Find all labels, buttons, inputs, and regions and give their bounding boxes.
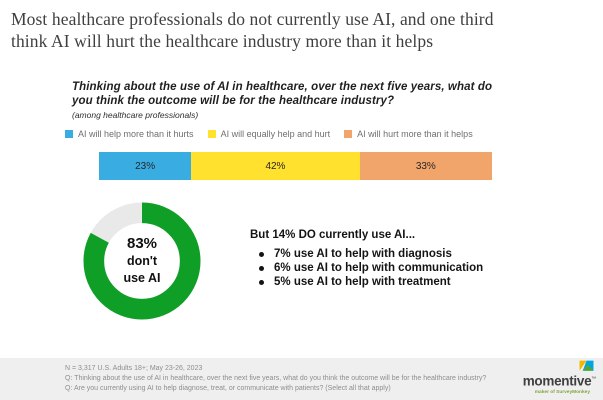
survey-question-line-1: Thinking about the use of AI in healthca… (72, 81, 493, 93)
usage-bullet-2: 5% use AI to help with treatment (250, 275, 550, 289)
usage-bullet-0: 7% use AI to help with diagnosis (250, 247, 550, 261)
momentive-logo-icon (579, 360, 594, 371)
bar-segment-label: 23% (135, 160, 156, 172)
legend-swatch (65, 130, 73, 138)
momentive-wordmark: momentive™ (522, 372, 597, 389)
survey-question-note: (among healthcare professionals) (72, 110, 199, 120)
legend-swatch (207, 130, 216, 138)
legend-item-2: AI will hurt more than it helps (344, 129, 473, 139)
bar-segment-2: 33% (359, 152, 492, 180)
page-title-line-1: Most healthcare professionals do not cur… (11, 9, 494, 29)
survey-question: Thinking about the use of AI in healthca… (72, 80, 552, 120)
footer-question-1: Q: Thinking about the use of AI in healt… (65, 375, 487, 382)
survey-question-line-2: you think the outcome will be for the he… (72, 95, 395, 107)
bar-segment-1: 42% (191, 152, 360, 180)
bar-segment-label: 33% (415, 160, 436, 172)
footer: N = 3,317 U.S. Adults 18+; May 23-26, 20… (0, 358, 603, 400)
donut-svg (83, 202, 201, 320)
legend-label: AI will hurt more than it helps (357, 129, 473, 139)
donut-center-label: 83% don't use AI (83, 202, 201, 320)
page-title-line-2: think AI will hurt the healthcare indust… (11, 31, 434, 51)
legend-swatch (344, 130, 353, 138)
bar-segment-label: 42% (265, 160, 286, 172)
momentive-wordmark-text: momentive (522, 373, 592, 389)
legend-item-1: AI will equally help and hurt (207, 129, 331, 139)
donut-center-line-2: don't (126, 254, 158, 268)
legend-item-0: AI will help more than it hurts (65, 129, 194, 139)
usage-callout: But 14% DO currently use AI... 7% use AI… (250, 228, 550, 289)
stacked-bar: 23% 42% 33% (99, 152, 492, 180)
momentive-logo: momentive™ maker of SurveyMonkey (523, 360, 596, 395)
legend-label: AI will help more than it hurts (78, 129, 194, 139)
page-title: Most healthcare professionals do not cur… (11, 8, 596, 52)
usage-bullet-1: 6% use AI to help with communication (250, 261, 550, 275)
footer-sample-note: N = 3,317 U.S. Adults 18+; May 23-26, 20… (65, 365, 203, 372)
donut-value-arc (83, 202, 201, 320)
momentive-tagline: maker of SurveyMonkey (534, 389, 590, 395)
donut-chart: 83% don't use AI (83, 202, 201, 320)
footer-question-2: Q: Are you currently using AI to help di… (65, 385, 391, 392)
donut-center-line-3: use AI (123, 271, 161, 285)
donut-center-percent: 83% (126, 235, 158, 252)
trademark-symbol: ™ (591, 376, 596, 382)
usage-bullets: 7% use AI to help with diagnosis 6% use A… (250, 247, 550, 289)
bar-segment-0: 23% (99, 152, 192, 180)
legend-label: AI will equally help and hurt (220, 129, 331, 139)
usage-heading: But 14% DO currently use AI... (250, 229, 416, 241)
bar-legend: AI will help more than it hurts AI will e… (65, 129, 473, 139)
footer-notes: N = 3,317 U.S. Adults 18+; May 23-26, 20… (65, 364, 486, 394)
